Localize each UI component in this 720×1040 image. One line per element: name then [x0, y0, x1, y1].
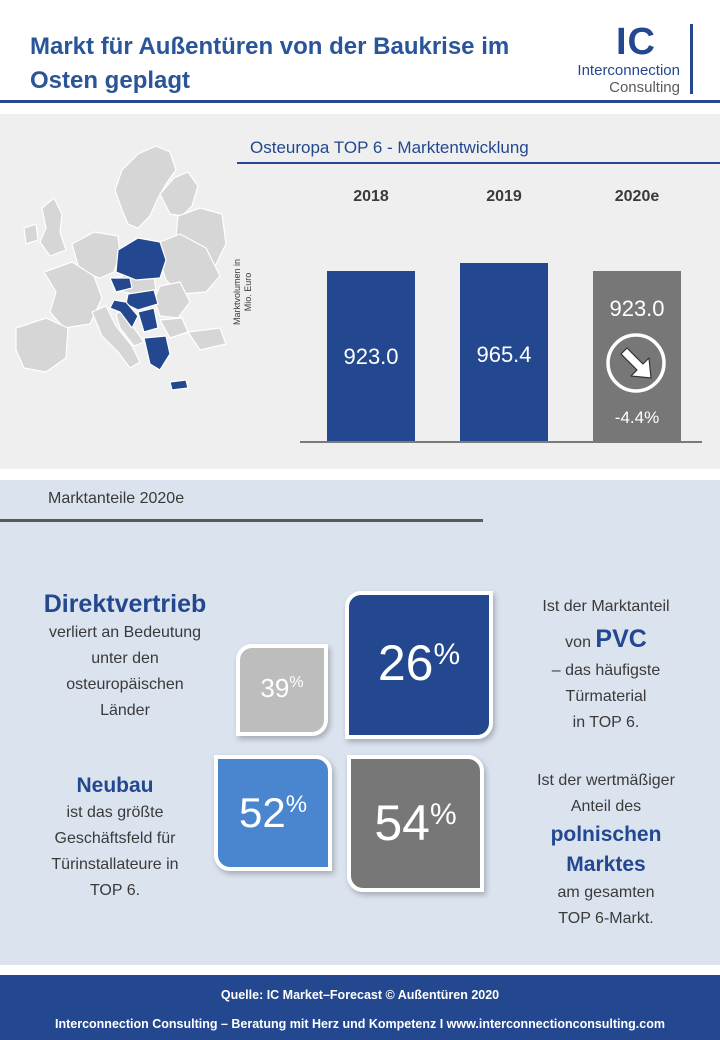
- poland-block: Ist der wertmäßiger Anteil des polnische…: [508, 768, 704, 932]
- new-build-line: Türinstallateure in: [51, 856, 179, 873]
- share-tile-pvc: 26%: [345, 591, 493, 739]
- y-axis-label-box: Marktvolumen in Mio. Euro: [232, 252, 332, 332]
- logo-bar: [690, 24, 693, 94]
- poland-line: TOP 6-Markt.: [558, 910, 654, 927]
- europe-map-icon: [15, 145, 227, 391]
- logo-line2: Consulting: [609, 79, 680, 96]
- share-value-pvc: 26%: [377, 635, 461, 691]
- pvc-von: von: [565, 634, 591, 651]
- pvc-line: – das häufigste: [551, 662, 661, 679]
- new-build-line: TOP 6.: [89, 882, 141, 899]
- bar-2018: [327, 271, 415, 441]
- map-highlight-crete: [169, 379, 189, 391]
- chart-title-rule: [237, 162, 720, 164]
- map-highlight-greece: [143, 335, 171, 371]
- bar-2019: [460, 263, 548, 441]
- map-highlight-poland: [115, 237, 167, 281]
- map-region-ireland: [23, 223, 39, 245]
- map-region-france: [43, 261, 103, 329]
- new-build-heading: Neubau: [76, 774, 154, 797]
- direct-sales-block: Direktvertrieb verliert an Bedeutung unt…: [20, 588, 230, 724]
- new-build-line: ist das größte: [66, 804, 164, 821]
- poland-highlight: Marktes: [566, 853, 646, 876]
- chart-title: Osteuropa TOP 6 - Marktentwicklung: [250, 138, 529, 157]
- poland-line: Anteil des: [570, 798, 642, 815]
- share-value-poland: 54%: [374, 795, 457, 851]
- pvc-block: Ist der Marktanteil von PVC – das häufig…: [508, 594, 704, 736]
- direct-sales-line: Länder: [100, 702, 150, 719]
- x-axis: [300, 441, 702, 443]
- direct-sales-line: osteuropäischen: [66, 676, 184, 693]
- pvc-line: Türmaterial: [565, 688, 647, 705]
- direct-sales-line: verliert an Bedeutung: [48, 624, 202, 641]
- poland-highlight: polnischen: [550, 823, 662, 846]
- bar-value-2018: 923.0: [343, 344, 399, 369]
- map-highlight-croatia: [109, 299, 139, 329]
- year-label-2018: 2018: [353, 188, 389, 205]
- arrow-down-right-icon: [606, 333, 666, 393]
- map-region-turkey: [187, 327, 227, 351]
- map-highlight-serbia: [137, 307, 159, 333]
- share-tile-new-build: 52%: [214, 755, 332, 871]
- page-title: Markt für Außentüren von der Baukrise im…: [30, 33, 510, 94]
- map-highlight-czechia: [109, 277, 133, 293]
- poland-line: am gesamten: [557, 884, 655, 901]
- header-rule: [0, 100, 720, 103]
- logo-mark: IC: [616, 21, 656, 63]
- pvc-highlight: PVC: [595, 625, 647, 653]
- share-value-new-build: 52%: [238, 789, 308, 836]
- change-label: -4.4%: [614, 408, 660, 427]
- new-build-block: Neubau ist das größte Geschäftsfeld für …: [20, 772, 210, 904]
- share-tile-poland: 54%: [347, 755, 484, 892]
- map-region-bulgaria: [159, 317, 189, 339]
- year-label-2019: 2019: [486, 188, 522, 205]
- footer-source: Quelle: IC Market–Forecast © Außentüren …: [220, 988, 500, 1002]
- bar-value-2019: 965.4: [476, 342, 532, 367]
- logo-line1: Interconnection: [577, 62, 680, 79]
- y-axis-label: Marktvolumen in Mio. Euro: [232, 258, 253, 326]
- share-tile-direct-sales: 39%: [236, 644, 328, 736]
- bar-value-2020e: 923.0: [609, 296, 665, 321]
- map-region-scandinavia: [114, 145, 177, 229]
- year-label-2020e: 2020e: [614, 188, 660, 205]
- direct-sales-heading: Direktvertrieb: [43, 590, 207, 618]
- map-region-uk: [39, 197, 67, 257]
- pvc-line: in TOP 6.: [572, 714, 640, 731]
- direct-sales-line: unter den: [91, 650, 159, 667]
- market-share-rule: [0, 519, 483, 522]
- pvc-highlight-line: von PVC: [508, 624, 704, 658]
- market-share-title: Marktanteile 2020e: [48, 490, 185, 507]
- footer: [0, 975, 720, 1040]
- new-build-line: Geschäftsfeld für: [54, 830, 176, 847]
- share-value-direct-sales: 39%: [260, 673, 304, 703]
- poland-line: Ist der wertmäßiger: [537, 772, 675, 789]
- map-region-italy: [91, 305, 141, 369]
- map-region-finland: [159, 171, 199, 217]
- map-region-iberia: [15, 317, 69, 373]
- footer-tagline: Interconnection Consulting – Beratung mi…: [55, 1017, 665, 1031]
- pvc-line: Ist der Marktanteil: [542, 598, 670, 615]
